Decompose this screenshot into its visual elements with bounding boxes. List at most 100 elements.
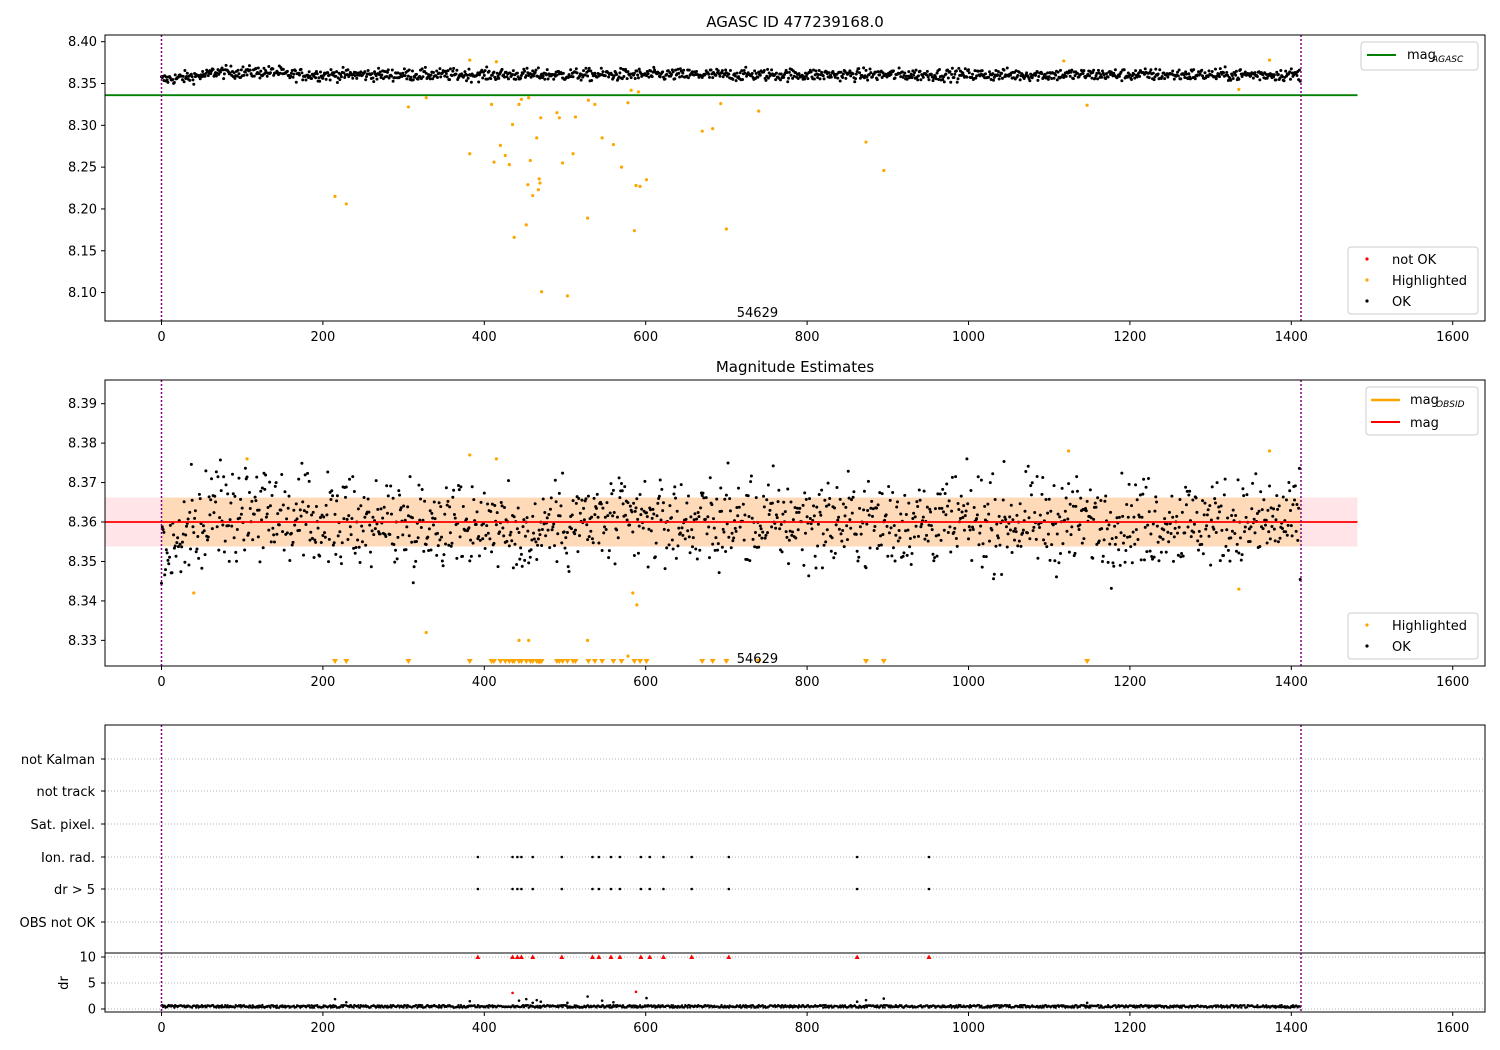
ok-point [417,483,421,487]
ok-point [1134,528,1138,532]
ok-point [1129,545,1133,549]
dr-point [348,1005,351,1009]
highlighted-point [503,153,507,158]
ok-point [807,574,811,578]
ok-point [309,530,313,534]
ok-point [536,543,540,547]
ok-point [1213,75,1217,79]
ok-point [889,526,893,530]
ok-point [1050,543,1054,547]
x-tick-label: 400 [472,675,497,690]
legend-marker [1365,644,1369,648]
ok-point [991,472,995,476]
dr-point [955,1004,958,1007]
ok-point [907,70,911,74]
y-tick-label: 8.36 [68,516,97,531]
ok-point [446,69,450,73]
ok-point [1130,504,1134,508]
ok-point [258,560,262,564]
ok-point [543,77,547,81]
ok-point [298,508,302,512]
ok-point [485,524,489,528]
ok-point [182,80,186,84]
ok-point [1209,518,1213,522]
ok-point [659,518,663,522]
ok-point [264,515,268,519]
ok-point [910,551,914,555]
ok-point [1152,555,1156,559]
ok-point [310,77,314,81]
ok-point [591,541,595,545]
ok-point [962,528,966,532]
ok-point [333,512,337,516]
ok-point [1131,530,1135,534]
ok-point [1259,490,1263,494]
ok-point [931,79,935,83]
x-tick-label: 1200 [1113,675,1146,690]
y-tick-label: 8.35 [68,555,97,570]
ok-point [1054,73,1058,77]
highlighted-point [531,193,535,198]
ok-point [833,506,837,510]
ok-point [589,69,593,73]
ok-point [1228,559,1232,563]
ok-point [557,491,561,495]
ok-point [1153,75,1157,79]
ok-point [486,531,490,535]
ok-point [1093,76,1097,80]
ok-point [241,65,245,69]
ok-point [663,567,667,571]
ok-point [1153,509,1157,513]
ok-point [941,487,945,491]
ok-point [580,498,584,502]
ok-point [359,70,363,74]
ok-point [616,536,620,540]
ok-point [205,538,209,542]
ok-point [318,554,322,558]
ok-point [850,511,854,515]
ok-point [316,526,320,530]
ok-point [1051,523,1055,527]
ok-point [710,503,714,507]
ok-point [481,537,485,541]
ok-point [226,524,230,528]
ok-point [803,77,807,81]
ok-point [1041,476,1045,480]
ok-point [1127,482,1131,486]
ok-point [1071,490,1075,494]
ok-point [306,504,310,508]
ok-point [192,531,196,535]
ok-point [511,72,515,76]
dr-point [1138,1006,1141,1009]
ok-point [753,530,757,534]
y-tick-label: 8.30 [68,119,97,134]
ok-point [663,77,667,81]
ok-point [214,74,218,78]
ok-point [529,548,533,552]
dr-point [586,995,589,998]
ok-point [984,555,988,559]
ok-point [573,532,577,536]
ok-point [342,517,346,521]
ok-point [662,527,666,531]
ok-point [267,64,271,68]
ok-point [1008,528,1012,532]
ok-point [987,512,991,516]
ok-point [267,528,271,532]
ok-point [303,473,307,477]
dr-point [600,999,604,1002]
ok-point [403,74,407,78]
ok-point [954,537,958,541]
ok-point [390,68,394,72]
dr-point [1219,1004,1223,1007]
dr-clipped-marker [530,954,536,959]
ok-point [164,75,168,79]
ok-point [1146,476,1150,480]
dr-point [864,998,868,1002]
ok-point [495,71,499,75]
ok-point [235,527,239,531]
clipped-marker [618,659,625,664]
ok-point [1124,549,1128,553]
ok-point [163,573,167,577]
